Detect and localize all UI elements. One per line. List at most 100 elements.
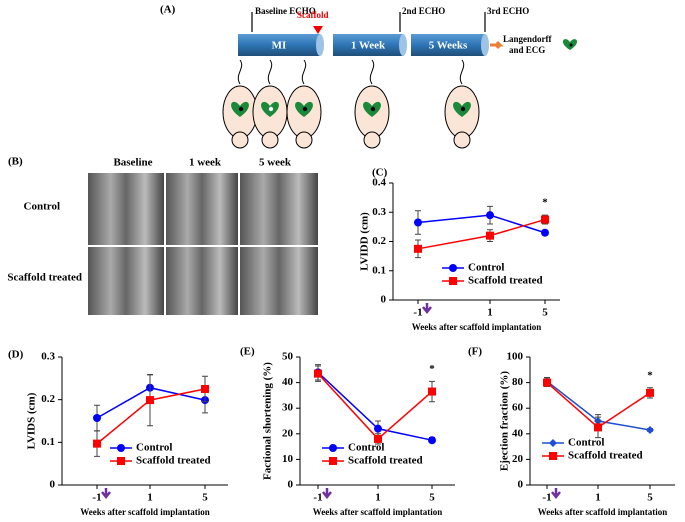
legend-label: Control	[468, 262, 504, 274]
row-label: Control	[24, 201, 60, 213]
y-axis-title: Factional shortening (%)	[262, 362, 274, 480]
echo-images	[88, 173, 318, 315]
y-tick-label: 20	[282, 427, 294, 439]
mouse-head	[231, 131, 249, 149]
mouse	[354, 59, 390, 149]
timeline-label: 2nd ECHO	[402, 6, 445, 16]
panel-label: (B)	[8, 156, 23, 168]
annotation: *	[542, 197, 548, 209]
column-label: Baseline	[113, 157, 152, 169]
mouse-tail	[237, 59, 243, 85]
marker	[117, 444, 125, 452]
marker	[414, 244, 422, 253]
y-tick-label: 50	[282, 351, 294, 363]
y-tick-label: 0	[50, 479, 56, 491]
marker	[449, 277, 457, 285]
y-tick-label: 60	[512, 402, 524, 414]
heart-spot	[302, 106, 308, 112]
y-axis-title: LVIDS (cm)	[26, 392, 38, 449]
timeline	[238, 12, 578, 56]
arrow	[322, 488, 332, 500]
y-tick-label: 10	[282, 453, 294, 465]
end-label: Langendorff	[503, 34, 553, 44]
y-tick-label: 0.1	[41, 436, 55, 448]
x-axis-title: Weeks after scaffold implantation	[538, 507, 668, 517]
marker	[594, 423, 602, 432]
stage-label: 1 Week	[351, 40, 386, 52]
x-tick-label: 1	[147, 492, 153, 504]
panel-label: (A)	[160, 4, 176, 16]
legend-label: Scaffold treated	[348, 455, 423, 467]
x-tick-label: -1	[313, 492, 322, 504]
legend-label: Scaffold treated	[468, 275, 543, 287]
stage-label: MI	[272, 40, 287, 52]
mouse-head	[453, 131, 471, 149]
y-tick-label: 0.2	[372, 235, 386, 247]
x-tick-label: 5	[429, 492, 435, 504]
marker	[549, 439, 557, 447]
stage-label: 5 Weeks	[429, 40, 468, 52]
marker	[374, 434, 382, 443]
y-tick-label: 0	[518, 479, 524, 491]
y-tick-label: 0	[381, 294, 387, 306]
mouse-head	[295, 131, 313, 149]
arrow	[551, 488, 561, 500]
mouse-tail	[301, 59, 307, 85]
heart-spot	[268, 106, 274, 112]
marker	[93, 439, 101, 448]
x-tick-label: -1	[92, 492, 101, 504]
heart-spot	[370, 106, 376, 112]
x-axis-title: Weeks after scaffold implantation	[412, 322, 542, 332]
y-tick-label: 40	[282, 376, 294, 388]
timeline-label: Scaffold	[297, 10, 329, 20]
annotation: *	[647, 369, 653, 381]
marker	[549, 452, 557, 460]
x-tick-label: 5	[647, 492, 653, 504]
x-tick-label: 1	[487, 307, 493, 319]
y-tick-label: 0.3	[372, 206, 386, 218]
mouse-head	[261, 131, 279, 149]
marker	[117, 457, 125, 465]
x-axis-title: Weeks after scaffold implantation	[80, 507, 210, 517]
arrow	[101, 488, 111, 500]
heart-spot	[238, 106, 244, 112]
y-tick-label: 0.1	[372, 264, 386, 276]
mouse-tail	[459, 59, 465, 85]
x-tick-label: 1	[375, 492, 381, 504]
column-label: 1 week	[189, 157, 222, 169]
y-tick-label: 80	[512, 376, 524, 388]
series-line	[417, 214, 546, 234]
heart-spot	[460, 106, 466, 112]
panel-label: (F)	[468, 346, 482, 358]
annotation: *	[429, 363, 435, 375]
legend-label: Scaffold treated	[568, 450, 643, 462]
timeline-label: Baseline ECHO	[255, 6, 316, 16]
marker	[449, 264, 457, 272]
end-label: and ECG	[509, 45, 545, 55]
legend-label: Control	[348, 442, 384, 454]
y-tick-label: 30	[282, 402, 294, 414]
y-tick-label: 0.3	[41, 351, 55, 363]
mice	[222, 59, 480, 149]
x-tick-label: 5	[202, 492, 208, 504]
y-tick-label: 40	[512, 427, 524, 439]
marker	[146, 396, 154, 405]
mouse-tail	[369, 59, 375, 85]
y-tick-label: 20	[512, 453, 524, 465]
mouse	[222, 59, 258, 149]
legend-label: Control	[136, 442, 172, 454]
marker	[486, 231, 494, 240]
panel-label: (E)	[240, 346, 255, 358]
y-axis-title: LVIDD (cm)	[359, 212, 371, 271]
y-tick-label: 100	[507, 351, 524, 363]
marker	[93, 414, 101, 423]
mouse	[252, 59, 288, 149]
y-tick-label: 0.2	[41, 393, 55, 405]
mouse	[444, 59, 480, 149]
marker	[646, 425, 654, 434]
legend-label: Control	[568, 437, 604, 449]
x-tick-label: -1	[542, 492, 551, 504]
x-axis-title: Weeks after scaffold implantation	[313, 507, 443, 517]
marker	[414, 218, 422, 227]
